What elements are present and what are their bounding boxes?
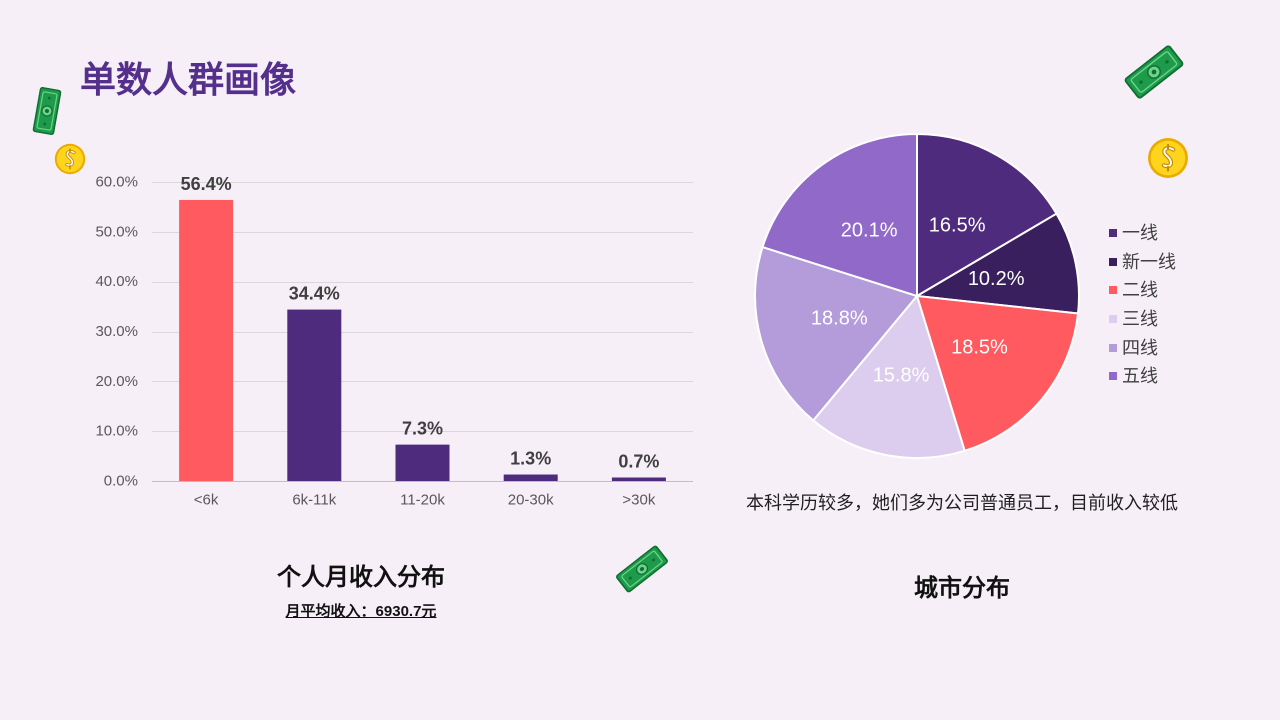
city-pie-chart: 16.5% 10.2% 18.5% 15.8% 18.8% 20.1% — [754, 133, 1080, 459]
city-pie-slice — [916, 295, 1080, 452]
legend-label: 二线 — [1122, 280, 1158, 301]
bar-value-labels: 56.4% 34.4% 7.3% 1.3% 0.7% — [181, 174, 660, 472]
legend-swatch — [1109, 315, 1117, 324]
banknote-icon — [1123, 44, 1185, 100]
legend-label: 五线 — [1122, 366, 1158, 387]
bar-value-label: 1.3% — [510, 449, 551, 469]
city-pie-slice — [916, 133, 1058, 297]
x-category-label: 11-20k — [400, 492, 445, 509]
income-bar — [503, 474, 558, 481]
banknote-icon — [615, 544, 670, 593]
legend-item: 三线 — [1109, 305, 1249, 334]
y-axis-tick-labels: 0.0% 10.0% 20.0% 30.0% 40.0% 50.0% 60.0% — [95, 174, 138, 490]
city-chart-caption: 本科学历较多，她们多为公司普通员工，目前收入较低 — [746, 493, 1178, 513]
legend-item: 四线 — [1109, 333, 1249, 362]
legend-item: 二线 — [1109, 276, 1249, 305]
legend-item: 新一线 — [1109, 248, 1249, 277]
legend-swatch — [1109, 343, 1117, 352]
x-axis-category-labels: <6k 6k-11k 11-20k 20-30k >30k — [194, 492, 656, 509]
y-tick-label: 30.0% — [95, 323, 138, 340]
legend-label: 四线 — [1122, 337, 1158, 358]
x-category-label: <6k — [194, 492, 219, 509]
city-pie-slice — [754, 246, 918, 422]
pie-value-label: 10.2% — [968, 268, 1025, 290]
pie-value-label: 18.8% — [811, 308, 868, 330]
coin-icon — [1147, 137, 1189, 179]
legend-item: 一线 — [1109, 219, 1249, 248]
pie-value-label: 18.5% — [951, 337, 1008, 359]
pie-value-label: 15.8% — [873, 364, 930, 386]
income-bar-chart: 0.0% 10.0% 20.0% 30.0% 40.0% 50.0% 60.0% 56.4% 3… — [95, 174, 693, 509]
bar-value-label: 7.3% — [402, 419, 443, 439]
bar-value-label: 34.4% — [289, 284, 340, 304]
x-category-label: 6k-11k — [292, 492, 336, 509]
income-bar — [611, 477, 666, 481]
pie-value-label: 20.1% — [841, 220, 898, 242]
legend-swatch — [1109, 257, 1117, 266]
pie-slices — [754, 133, 1080, 459]
city-pie-slice — [761, 133, 918, 297]
y-tick-label: 50.0% — [95, 223, 138, 240]
bar-value-label: 0.7% — [618, 452, 659, 472]
bars — [179, 199, 666, 481]
y-tick-label: 60.0% — [95, 174, 138, 191]
legend-swatch — [1109, 229, 1117, 238]
city-chart-title: 城市分布 — [914, 575, 1010, 602]
legend-label: 一线 — [1122, 223, 1158, 244]
city-pie-legend: 一线新一线二线三线四线五线 — [1109, 219, 1249, 391]
legend-label: 三线 — [1122, 309, 1158, 330]
city-pie-slice — [812, 295, 966, 459]
income-bar — [179, 199, 234, 481]
average-income-note: 月平均收入：6930.7元 — [285, 603, 437, 620]
page-title: 单数人群画像 — [80, 59, 297, 100]
income-chart-title: 个人月收入分布 — [277, 564, 445, 591]
pie-value-label: 16.5% — [929, 215, 986, 237]
gridlines — [152, 182, 693, 482]
legend-swatch — [1109, 372, 1117, 381]
city-pie-slice — [916, 212, 1080, 315]
income-bar — [395, 444, 450, 481]
y-tick-label: 40.0% — [95, 273, 138, 290]
x-category-label: >30k — [622, 492, 655, 509]
banknote-icon — [32, 86, 62, 135]
y-tick-label: 10.0% — [95, 423, 138, 440]
income-bar — [287, 309, 342, 481]
bar-value-label: 56.4% — [181, 174, 232, 194]
legend-item: 五线 — [1109, 362, 1249, 391]
legend-swatch — [1109, 286, 1117, 295]
legend-label: 新一线 — [1122, 251, 1176, 272]
y-tick-label: 0.0% — [104, 473, 138, 490]
pie-value-labels: 16.5% 10.2% 18.5% 15.8% 18.8% 20.1% — [811, 215, 1025, 387]
y-tick-label: 20.0% — [95, 373, 138, 390]
x-category-label: 20-30k — [508, 492, 554, 509]
